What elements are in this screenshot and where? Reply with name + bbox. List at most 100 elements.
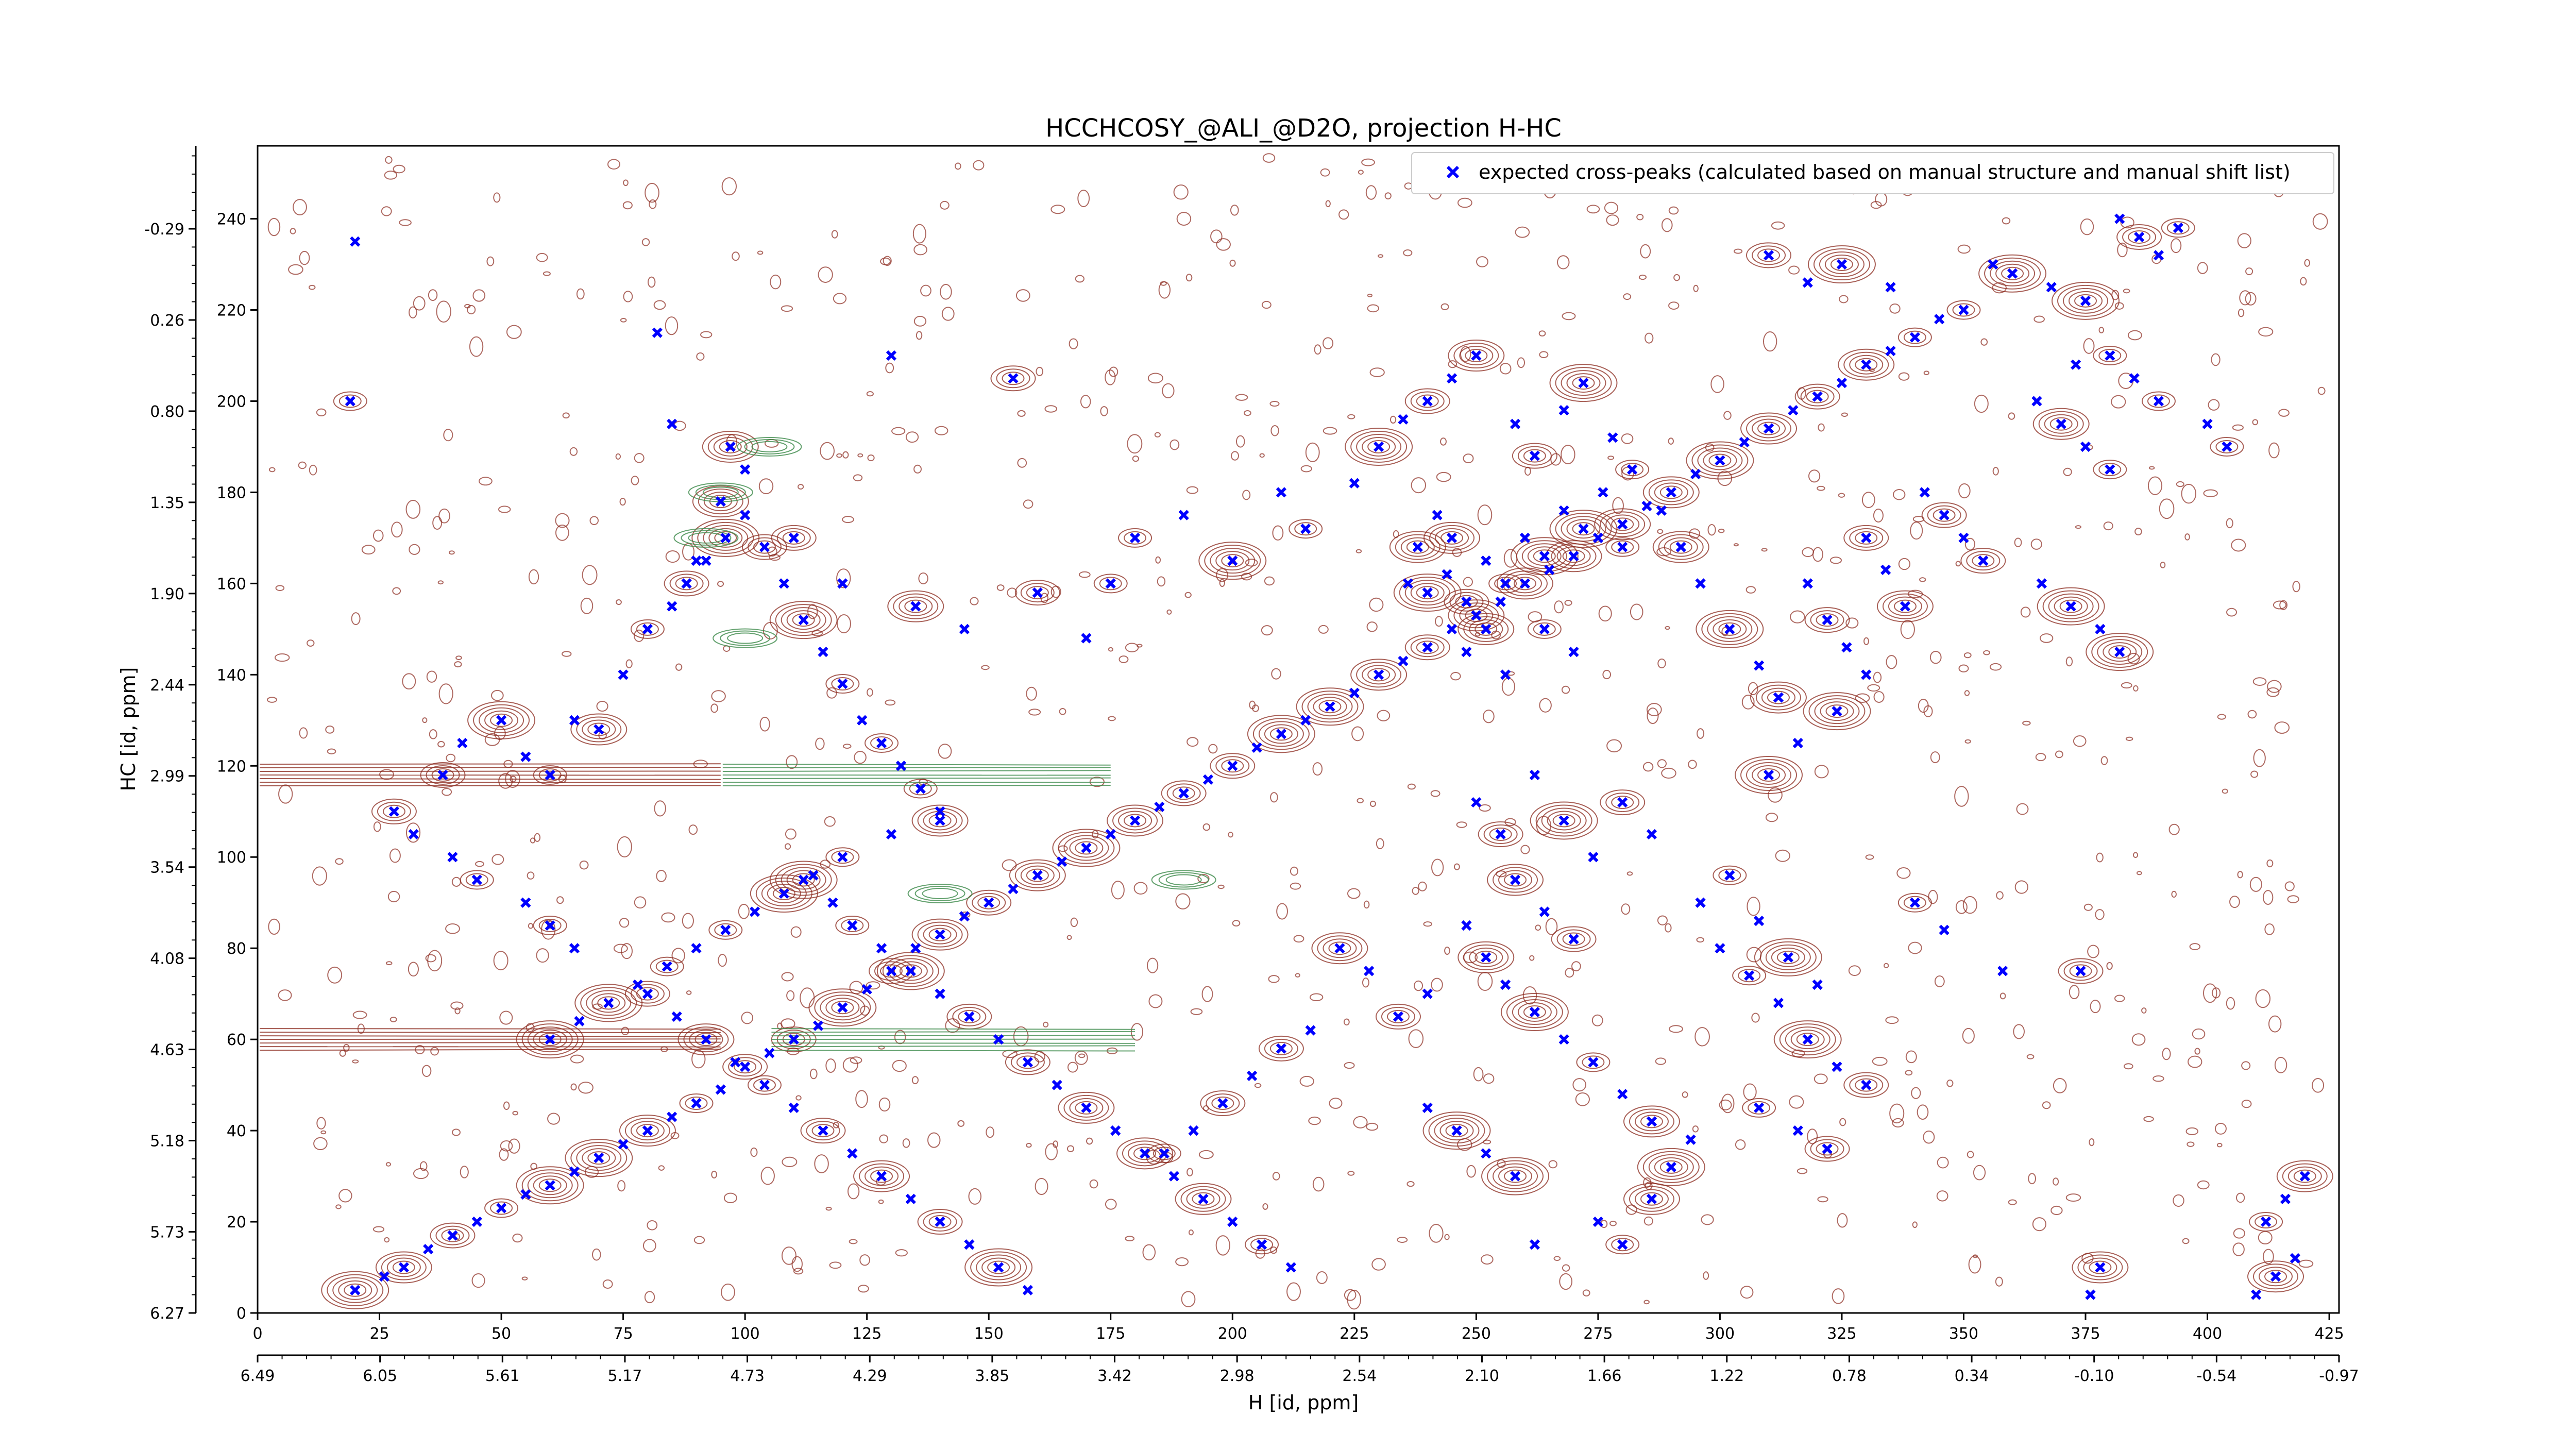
peak-contour bbox=[2098, 463, 2122, 477]
noise-contour bbox=[1832, 1288, 1845, 1304]
noise-contour bbox=[1561, 685, 1570, 694]
peak-contour bbox=[1367, 668, 1391, 682]
noise-contour bbox=[1606, 739, 1622, 753]
peak-contour bbox=[1806, 390, 1829, 403]
y-index-tick-label: 100 bbox=[217, 849, 246, 867]
peak-contour bbox=[703, 492, 738, 512]
cross-peak-marker bbox=[618, 1139, 629, 1150]
peak-contour bbox=[1014, 862, 1060, 888]
cross-peak-marker bbox=[437, 769, 448, 781]
noise-contour bbox=[530, 837, 536, 844]
noise-contour bbox=[1320, 168, 1330, 177]
peak-contour bbox=[1221, 554, 1244, 568]
noise-contour bbox=[1817, 1196, 1828, 1203]
noise-contour bbox=[940, 284, 952, 300]
noise-contour bbox=[500, 1140, 513, 1152]
cross-peak-marker bbox=[691, 555, 702, 566]
noise-contour bbox=[1886, 655, 1897, 669]
cross-peak-marker bbox=[1349, 478, 1360, 488]
peak-contour bbox=[1708, 453, 1732, 467]
noise-contour bbox=[1912, 516, 1925, 523]
noise-contour bbox=[2083, 338, 2095, 354]
cross-peak-marker bbox=[618, 669, 629, 680]
noise-contour bbox=[1378, 254, 1384, 258]
y-ppm-tick-label: 5.73 bbox=[150, 1224, 184, 1242]
peak-contour bbox=[1247, 715, 1315, 753]
cross-peak-marker bbox=[1617, 542, 1628, 552]
peak-contour bbox=[722, 1054, 768, 1080]
noise-contour bbox=[1175, 1257, 1189, 1267]
noise-contour bbox=[298, 461, 307, 469]
noise-contour bbox=[1539, 351, 1549, 359]
noise-contour bbox=[1245, 559, 1258, 567]
cross-peak-marker bbox=[2095, 1262, 2106, 1273]
noise-contour bbox=[2312, 1078, 2325, 1093]
peak-contour bbox=[1313, 697, 1347, 717]
noise-contour bbox=[445, 923, 460, 934]
peak-contour bbox=[917, 1209, 963, 1235]
cross-peak-marker bbox=[1412, 542, 1423, 552]
cross-peak-marker bbox=[662, 961, 672, 972]
noise-contour bbox=[622, 201, 633, 210]
peak-contour bbox=[1535, 804, 1592, 837]
peak-contour bbox=[1808, 695, 1866, 728]
peak-contour bbox=[1063, 835, 1109, 861]
noise-contour bbox=[1797, 1168, 1808, 1174]
noise-contour bbox=[2162, 1048, 2171, 1060]
peak-contour bbox=[792, 613, 815, 627]
noise-contour bbox=[1264, 576, 1275, 586]
peak-contour bbox=[1475, 622, 1498, 636]
cross-peak-marker bbox=[2070, 359, 2081, 370]
noise-contour bbox=[1657, 915, 1668, 925]
peak-contour bbox=[1816, 613, 1839, 627]
noise-contour bbox=[1105, 1199, 1117, 1210]
noise-contour bbox=[2055, 750, 2063, 759]
noise-contour bbox=[556, 896, 564, 904]
peak-contour bbox=[1713, 619, 1747, 639]
cross-peak-marker bbox=[1539, 906, 1550, 917]
noise-contour bbox=[570, 1083, 577, 1091]
cross-peak-marker bbox=[886, 350, 897, 361]
noise-contour bbox=[1908, 941, 1922, 954]
cross-peak-marker bbox=[935, 988, 945, 999]
peak-contour bbox=[1200, 1090, 1246, 1117]
cross-peak-marker bbox=[1349, 687, 1360, 698]
noise-contour bbox=[913, 244, 927, 256]
peak-contour bbox=[1075, 841, 1098, 855]
noise-contour bbox=[857, 453, 863, 458]
noise-contour bbox=[1892, 1118, 1904, 1128]
cross-peak-marker bbox=[778, 888, 789, 899]
noise-contour bbox=[850, 1056, 862, 1064]
noise-contour bbox=[1338, 209, 1349, 220]
peak-contour bbox=[1718, 868, 1741, 882]
peak-contour bbox=[1020, 865, 1055, 885]
cross-peak-marker bbox=[545, 920, 555, 931]
noise-contour bbox=[1358, 170, 1364, 175]
noise-contour bbox=[836, 453, 843, 458]
noise-contour bbox=[1697, 728, 1705, 739]
noise-contour bbox=[471, 1273, 485, 1288]
cross-peak-marker bbox=[1617, 519, 1628, 530]
noise-contour bbox=[770, 274, 782, 290]
noise-contour bbox=[493, 951, 509, 971]
noise-contour bbox=[1023, 499, 1033, 509]
noise-contour bbox=[878, 1097, 891, 1112]
peak-contour bbox=[1318, 700, 1342, 714]
noise-contour bbox=[1473, 1067, 1484, 1082]
noise-contour bbox=[781, 1246, 796, 1265]
x-ppm-tick-label: 3.85 bbox=[975, 1367, 1009, 1385]
noise-contour bbox=[1768, 787, 1783, 803]
peak-contour bbox=[1517, 446, 1552, 466]
noise-contour bbox=[293, 199, 307, 215]
noise-contour bbox=[795, 1095, 802, 1101]
peak-contour bbox=[1746, 415, 1792, 442]
y-ppm-tick-label: -0.29 bbox=[144, 221, 184, 239]
noise-contour bbox=[1923, 1130, 1935, 1144]
peak-contour bbox=[2147, 394, 2170, 408]
peak-contour bbox=[786, 870, 821, 890]
noise-contour bbox=[391, 521, 403, 538]
cross-peak-marker bbox=[993, 1262, 1004, 1273]
cross-peak-marker bbox=[632, 979, 643, 990]
negative-contour bbox=[914, 886, 965, 902]
cross-peak-marker bbox=[691, 943, 702, 954]
